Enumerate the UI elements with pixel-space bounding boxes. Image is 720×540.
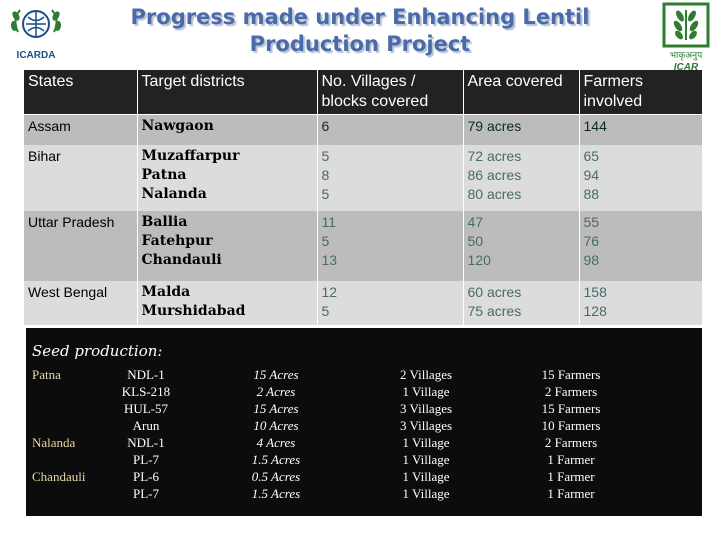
cell-farmers: 55 76 98 <box>578 210 702 281</box>
cell-villages: 11 5 13 <box>316 210 463 281</box>
table-row: Assam Nawgaon 6 79 acres 144 <box>24 114 702 145</box>
cell-state: Bihar <box>24 144 137 211</box>
header-area: Area covered <box>462 70 579 115</box>
cell-state: Assam <box>24 114 137 145</box>
seed-varieties-column: NDL-1 KLS-218 HUL-57 Arun NDL-1 PL-7 PL-… <box>121 367 171 501</box>
table-row: West Bengal Malda Murshidabad 12 5 60 ac… <box>24 280 702 325</box>
cell-farmers: 158 128 <box>578 280 702 325</box>
header-states: States <box>24 70 137 115</box>
cell-villages: 12 5 <box>316 280 463 325</box>
table-header-row: States Target districts No. Villages / b… <box>24 70 702 115</box>
seed-villages-column: 2 Villages 1 Village 3 Villages 3 Villag… <box>399 367 453 501</box>
seed-districts-column: Patna Nalanda Chandauli <box>32 367 86 484</box>
icarda-logo-text: ICARDA <box>17 50 56 61</box>
table-row: Uttar Pradesh Ballia Fatehpur Chandauli … <box>24 210 702 281</box>
header-target-districts: Target districts <box>136 70 317 115</box>
seed-production-title: Seed production: <box>32 342 163 360</box>
cell-state: West Bengal <box>24 280 137 325</box>
table-row: Bihar Muzaffarpur Patna Nalanda 5 8 5 72… <box>24 144 702 211</box>
cell-districts: Ballia Fatehpur Chandauli <box>136 210 317 281</box>
icar-logo: भाकृअनुप ICAR <box>660 2 712 74</box>
cell-villages: 6 <box>316 114 463 145</box>
header-farmers: Farmers involved <box>578 70 702 115</box>
page-title: Progress made under Enhancing Lentil Pro… <box>80 4 640 58</box>
cell-area: 79 acres <box>462 114 579 145</box>
cell-districts: Malda Murshidabad <box>136 280 317 325</box>
cell-districts: Nawgaon <box>136 114 317 145</box>
cell-area: 72 acres 86 acres 80 acres <box>462 144 579 211</box>
cell-districts: Muzaffarpur Patna Nalanda <box>136 144 317 211</box>
cell-area: 60 acres 75 acres <box>462 280 579 325</box>
icar-logo-hindi: भाकृअनुप <box>670 51 703 61</box>
seed-production-panel: Seed production: Patna Nalanda Chandauli… <box>26 328 702 516</box>
header-villages: No. Villages / blocks covered <box>316 70 463 115</box>
progress-table: States Target districts No. Villages / b… <box>24 70 702 325</box>
seed-acres-column: 15 Acres 2 Acres 15 Acres 10 Acres 4 Acr… <box>251 367 301 501</box>
icarda-logo: ICARDA <box>6 2 66 64</box>
seed-farmers-column: 15 Farmers 2 Farmers 15 Farmers 10 Farme… <box>541 367 601 501</box>
title-line-1: Progress made under Enhancing Lentil <box>130 5 590 29</box>
title-line-2: Production Project <box>249 32 471 56</box>
icar-logo-text: ICAR <box>674 62 699 73</box>
cell-villages: 5 8 5 <box>316 144 463 211</box>
cell-farmers: 65 94 88 <box>578 144 702 211</box>
cell-state: Uttar Pradesh <box>24 210 137 281</box>
cell-area: 47 50 120 <box>462 210 579 281</box>
cell-farmers: 144 <box>578 114 702 145</box>
